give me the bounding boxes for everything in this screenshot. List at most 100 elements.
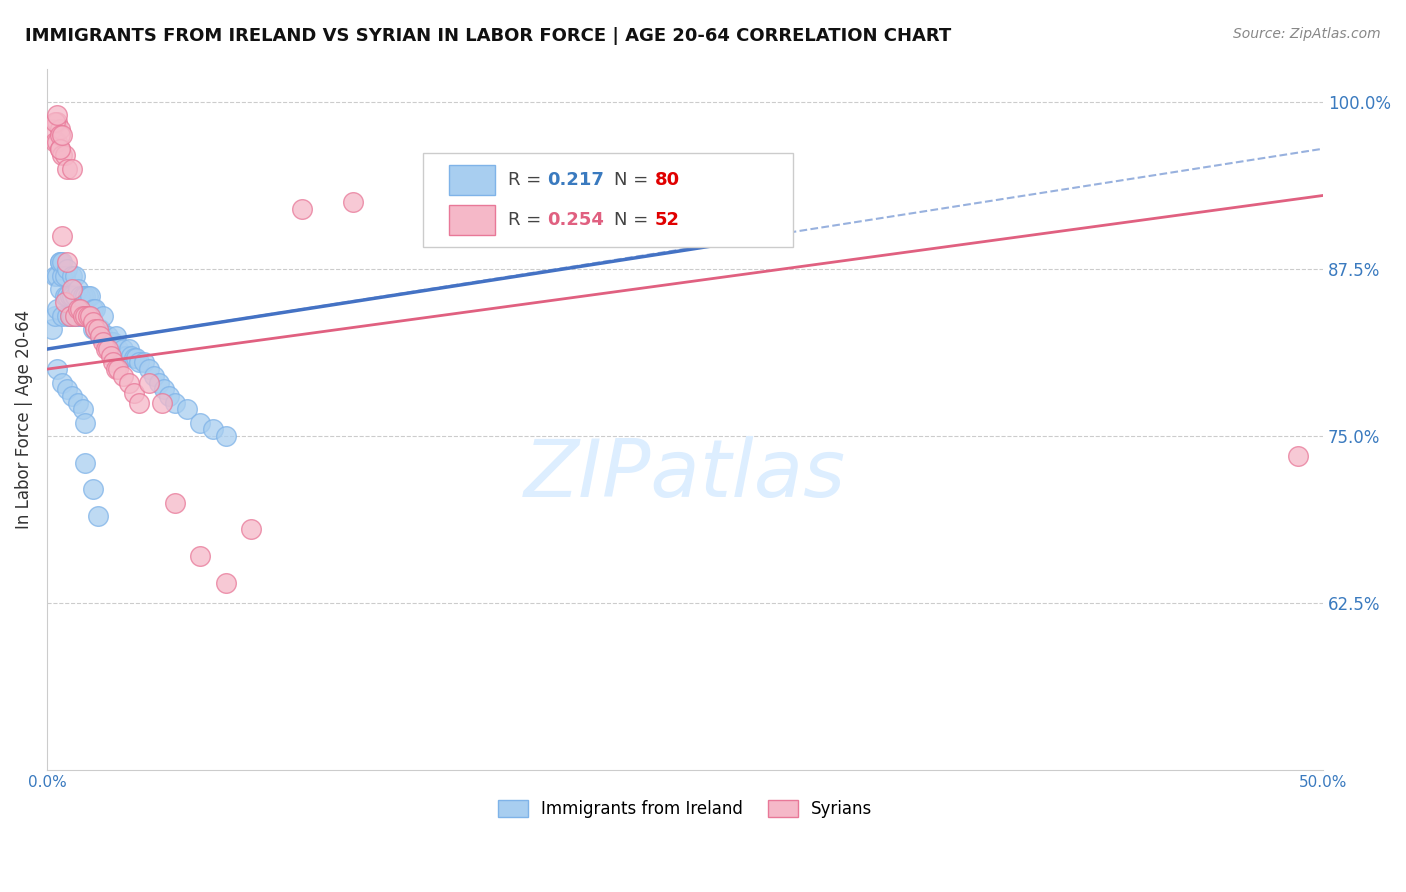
Point bbox=[76, 288, 98, 302]
Point bbox=[100, 349, 122, 363]
Point bbox=[91, 309, 114, 323]
Point bbox=[104, 328, 127, 343]
Point bbox=[46, 115, 69, 129]
Point bbox=[75, 288, 97, 302]
Point bbox=[153, 382, 176, 396]
Point bbox=[128, 395, 150, 409]
Y-axis label: In Labor Force | Age 20-64: In Labor Force | Age 20-64 bbox=[15, 310, 32, 529]
Point bbox=[51, 268, 73, 283]
Point bbox=[66, 309, 89, 323]
Point bbox=[82, 483, 104, 497]
Point bbox=[79, 309, 101, 323]
Point bbox=[214, 429, 236, 443]
Point bbox=[188, 416, 211, 430]
Point bbox=[53, 288, 76, 302]
Point bbox=[76, 309, 98, 323]
Point bbox=[56, 255, 79, 269]
Text: IMMIGRANTS FROM IRELAND VS SYRIAN IN LABOR FORCE | AGE 20-64 CORRELATION CHART: IMMIGRANTS FROM IRELAND VS SYRIAN IN LAB… bbox=[25, 27, 952, 45]
Point bbox=[62, 309, 84, 323]
Point bbox=[62, 389, 84, 403]
Text: N =: N = bbox=[613, 171, 654, 189]
Point bbox=[89, 328, 111, 343]
Point bbox=[163, 496, 186, 510]
Point bbox=[62, 282, 84, 296]
Point bbox=[48, 255, 70, 269]
Point bbox=[76, 309, 98, 323]
Point bbox=[59, 309, 82, 323]
Point bbox=[201, 422, 224, 436]
Point bbox=[41, 121, 63, 136]
Point bbox=[51, 148, 73, 162]
Point bbox=[62, 161, 84, 176]
Point bbox=[66, 282, 89, 296]
Point bbox=[97, 328, 120, 343]
Point bbox=[188, 549, 211, 564]
Point bbox=[46, 362, 69, 376]
Point bbox=[63, 309, 86, 323]
Point bbox=[53, 148, 76, 162]
Point bbox=[82, 315, 104, 329]
Point bbox=[75, 456, 97, 470]
Point bbox=[122, 386, 145, 401]
Point bbox=[66, 395, 89, 409]
Point bbox=[79, 309, 101, 323]
Point bbox=[87, 322, 110, 336]
Point bbox=[150, 395, 173, 409]
Point bbox=[44, 268, 66, 283]
Point bbox=[100, 335, 122, 350]
Point bbox=[725, 215, 748, 229]
Point bbox=[87, 509, 110, 524]
Point bbox=[89, 322, 111, 336]
Point bbox=[56, 288, 79, 302]
Point bbox=[117, 342, 139, 356]
Point bbox=[46, 108, 69, 122]
Point bbox=[84, 322, 107, 336]
Text: R =: R = bbox=[508, 211, 547, 229]
Text: 52: 52 bbox=[654, 211, 679, 229]
Point bbox=[84, 322, 107, 336]
Text: 80: 80 bbox=[654, 171, 679, 189]
Point bbox=[72, 309, 94, 323]
Point bbox=[82, 301, 104, 316]
Point bbox=[107, 342, 129, 356]
Point bbox=[44, 115, 66, 129]
Point bbox=[128, 355, 150, 369]
Point bbox=[75, 416, 97, 430]
Point bbox=[91, 335, 114, 350]
Point bbox=[56, 309, 79, 323]
Point bbox=[53, 295, 76, 310]
Point bbox=[63, 309, 86, 323]
Point bbox=[107, 362, 129, 376]
Point bbox=[112, 342, 135, 356]
Point bbox=[59, 288, 82, 302]
Point bbox=[97, 342, 120, 356]
Point bbox=[56, 382, 79, 396]
Point bbox=[112, 368, 135, 383]
Point bbox=[62, 268, 84, 283]
Point bbox=[51, 309, 73, 323]
Point bbox=[94, 342, 117, 356]
Legend: Immigrants from Ireland, Syrians: Immigrants from Ireland, Syrians bbox=[491, 793, 879, 825]
Point bbox=[79, 288, 101, 302]
Point bbox=[72, 402, 94, 417]
Point bbox=[51, 128, 73, 143]
Text: 0.254: 0.254 bbox=[547, 211, 605, 229]
Point bbox=[91, 328, 114, 343]
Point bbox=[46, 135, 69, 149]
Point bbox=[82, 322, 104, 336]
Point bbox=[342, 195, 364, 210]
Point bbox=[48, 255, 70, 269]
Point bbox=[94, 335, 117, 350]
Point bbox=[214, 576, 236, 591]
Point bbox=[56, 262, 79, 277]
Point bbox=[44, 135, 66, 149]
Point bbox=[1286, 449, 1309, 463]
Point bbox=[103, 355, 125, 369]
Point bbox=[117, 376, 139, 390]
Point bbox=[138, 362, 160, 376]
Point bbox=[87, 322, 110, 336]
Text: 0.217: 0.217 bbox=[547, 171, 605, 189]
Point bbox=[291, 202, 314, 216]
Point bbox=[69, 309, 91, 323]
Point bbox=[115, 349, 138, 363]
